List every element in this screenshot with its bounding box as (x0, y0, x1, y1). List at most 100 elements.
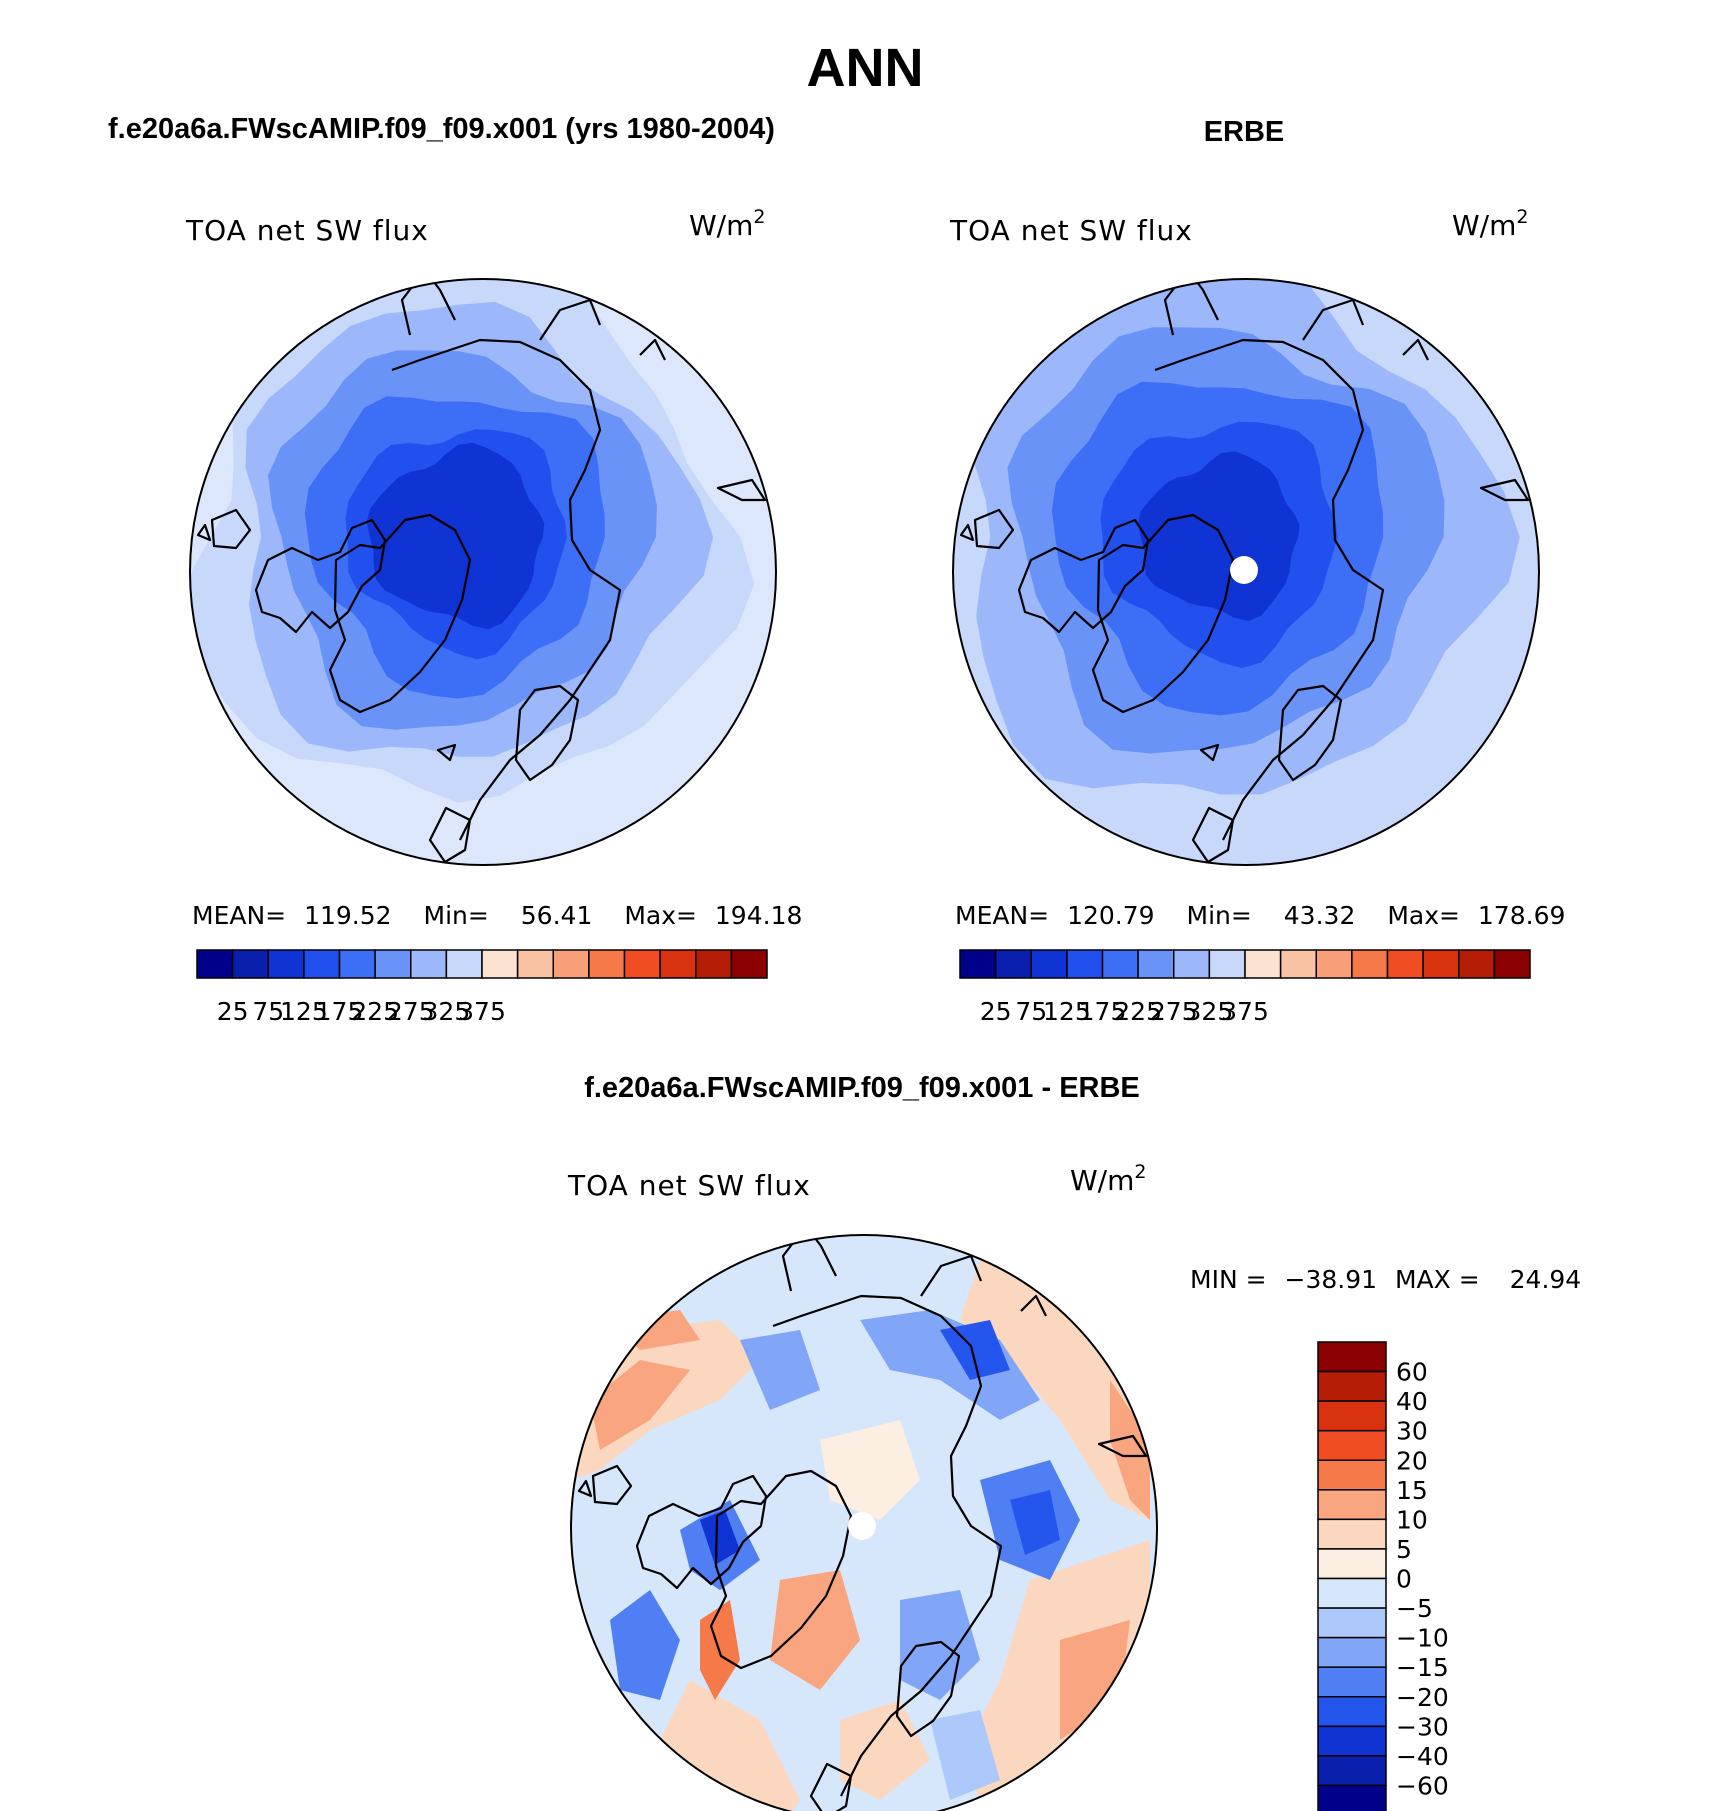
model-colorbar-box (410, 949, 448, 979)
diff-colorbar-box (1317, 1341, 1387, 1373)
model-panel-title: f.e20a6a.FWscAMIP.f09_f09.x001 (yrs 1980… (108, 113, 775, 145)
model-panel: TOA net SW flux W/m2 MEAN= 1 (185, 206, 802, 1026)
obs-pole-gap (1230, 556, 1258, 584)
obs-colorbar-box (1386, 949, 1424, 979)
obs-panel-title: ERBE (1204, 116, 1285, 148)
model-units-label: W/m2 (689, 206, 766, 242)
diff-colorbar-box (1317, 1429, 1387, 1461)
obs-colorbar-box (1315, 949, 1353, 979)
model-variable-label: TOA net SW flux (185, 214, 429, 247)
diff-units-label: W/m2 (1070, 1161, 1147, 1197)
model-level-60 (366, 442, 545, 630)
diff-colorbar-box (1317, 1459, 1387, 1491)
model-colorbar-box (267, 949, 305, 979)
model-colorbar-box (623, 949, 661, 979)
obs-colorbar-box (994, 949, 1032, 979)
diff-colorbar-tick: 30 (1396, 1417, 1428, 1446)
diff-panel: TOA net SW flux W/m2 (567, 1161, 1581, 1811)
obs-units-label: W/m2 (1452, 206, 1529, 242)
model-colorbar-tick: 175 (316, 997, 364, 1026)
diff-colorbar-tick: 60 (1396, 1358, 1428, 1387)
model-colorbar-tick: 125 (280, 997, 328, 1026)
obs-colorbar-box (1066, 949, 1104, 979)
obs-colorbar-box (1208, 949, 1246, 979)
obs-colorbar-box (1458, 949, 1496, 979)
diff-panel-title: f.e20a6a.FWscAMIP.f09_f09.x001 - ERBE (584, 1072, 1140, 1104)
diff-coastlines (577, 1235, 1148, 1811)
diff-colorbar-tick: 40 (1396, 1387, 1428, 1416)
obs-colorbar-tick: 125 (1043, 997, 1091, 1026)
figure-title: ANN (807, 38, 924, 98)
model-colorbar-box (445, 949, 483, 979)
obs-contour-levels (972, 279, 1520, 795)
diff-colorbar-box (1317, 1784, 1387, 1811)
diff-colorbar-tick: −30 (1396, 1712, 1449, 1741)
obs-coastlines (959, 279, 1530, 864)
diff-pole-gap (848, 1512, 876, 1540)
diff-variable-label: TOA net SW flux (567, 1169, 811, 1202)
diff-colorbar-box (1317, 1696, 1387, 1728)
obs-colorbar-tick: 25 (980, 997, 1012, 1026)
diff-colorbar-tick: 0 (1396, 1565, 1412, 1594)
obs-stats: MEAN= 120.79 Min= 43.32 Max= 178.69 (955, 901, 1565, 930)
model-colorbar-box (196, 949, 234, 979)
obs-colorbar-box (1493, 949, 1531, 979)
obs-colorbar-tick: 75 (1015, 997, 1047, 1026)
diff-colorbar-box (1317, 1725, 1387, 1757)
model-colorbar-tick: 75 (252, 997, 284, 1026)
obs-variable-label: TOA net SW flux (949, 214, 1193, 247)
model-colorbar-box (659, 949, 697, 979)
obs-panel: TOA net SW flux W/m2 MEAN= (949, 206, 1565, 1026)
model-colorbar-box (730, 949, 768, 979)
diff-colorbar-tick: 5 (1396, 1535, 1412, 1564)
model-colorbar-box (231, 949, 269, 979)
diff-colorbar-tick: 15 (1396, 1476, 1428, 1505)
model-colorbar-box (303, 949, 341, 979)
diff-colorbar-box (1317, 1755, 1387, 1787)
model-map (190, 279, 776, 865)
obs-colorbar-box (1030, 949, 1068, 979)
diff-colorbar-box (1317, 1400, 1387, 1432)
diff-colorbar-tick: −20 (1396, 1683, 1449, 1712)
model-colorbar-box (338, 949, 376, 979)
model-colorbar-box (552, 949, 590, 979)
diff-colorbar-box (1317, 1607, 1387, 1639)
diff-colorbar-tick: −10 (1396, 1624, 1449, 1653)
model-colorbar-tick: 25 (217, 997, 249, 1026)
model-colorbar-box (481, 949, 519, 979)
obs-colorbar-tick: 375 (1221, 997, 1269, 1026)
diff-map-border (570, 1234, 1158, 1811)
obs-colorbar-box (1279, 949, 1317, 979)
model-colorbar-box (516, 949, 554, 979)
obs-map-border (952, 278, 1540, 866)
diff-colorbar-tick: −5 (1396, 1594, 1433, 1623)
diff-colorbar-tick: 20 (1396, 1446, 1428, 1475)
diff-colorbar-box (1317, 1636, 1387, 1668)
model-stats: MEAN= 119.52 Min= 56.41 Max= 194.18 (192, 901, 802, 930)
diff-colorbar-tick: 10 (1396, 1505, 1428, 1534)
diff-colorbar-tick: −60 (1396, 1771, 1449, 1800)
obs-colorbar-box (1244, 949, 1282, 979)
model-colorbar-tick: 225 (351, 997, 399, 1026)
diff-colorbar-box (1317, 1489, 1387, 1521)
obs-colorbar-box (1101, 949, 1139, 979)
diff-stats: MIN = −38.91 MAX = 24.94 (1190, 1265, 1581, 1294)
diff-colorbar-tick: −15 (1396, 1653, 1449, 1682)
model-map-border (189, 278, 777, 866)
model-colorbar-tick: 375 (458, 997, 506, 1026)
diff-colorbar-box (1317, 1548, 1387, 1580)
obs-colorbar-tick: 175 (1079, 997, 1127, 1026)
diff-colorbar-tick: −40 (1396, 1742, 1449, 1771)
model-colorbar-box (588, 949, 626, 979)
obs-colorbar-tick: 325 (1186, 997, 1234, 1026)
obs-colorbar-box (1173, 949, 1211, 979)
obs-colorbar-box (1351, 949, 1389, 979)
model-colorbar-tick: 325 (423, 997, 471, 1026)
diff-colorbar-box (1317, 1518, 1387, 1550)
obs-level-55 (1137, 451, 1300, 621)
model-colorbar-box (695, 949, 733, 979)
